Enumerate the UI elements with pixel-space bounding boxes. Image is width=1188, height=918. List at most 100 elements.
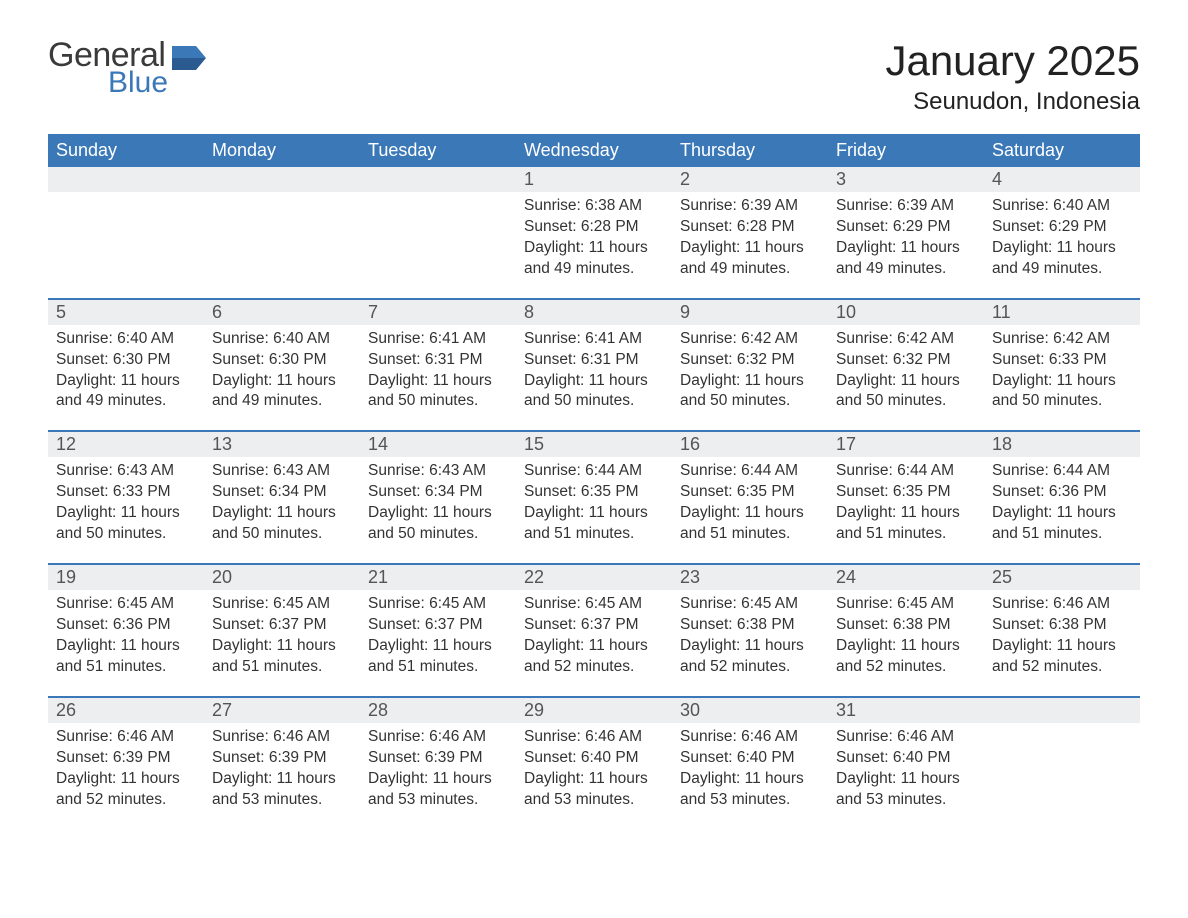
day-cell: Sunrise: 6:46 AMSunset: 6:40 PMDaylight:… <box>516 723 672 829</box>
sunset-text: Sunset: 6:29 PM <box>992 217 1132 238</box>
day-number: 10 <box>828 299 984 325</box>
day-cell: Sunrise: 6:44 AMSunset: 6:35 PMDaylight:… <box>828 457 984 564</box>
day-number: 30 <box>672 697 828 723</box>
day-number: 26 <box>48 697 204 723</box>
sunrise-text: Sunrise: 6:45 AM <box>524 594 664 615</box>
day-number: 11 <box>984 299 1140 325</box>
day-cell: Sunrise: 6:46 AMSunset: 6:39 PMDaylight:… <box>360 723 516 829</box>
day-cell: Sunrise: 6:44 AMSunset: 6:36 PMDaylight:… <box>984 457 1140 564</box>
day-cell: Sunrise: 6:46 AMSunset: 6:40 PMDaylight:… <box>672 723 828 829</box>
sunset-text: Sunset: 6:35 PM <box>836 482 976 503</box>
empty-cell <box>204 192 360 299</box>
sunset-text: Sunset: 6:28 PM <box>524 217 664 238</box>
daylight-text: Daylight: 11 hours and 52 minutes. <box>836 636 976 678</box>
daylight-text: Daylight: 11 hours and 49 minutes. <box>992 238 1132 280</box>
sunrise-text: Sunrise: 6:43 AM <box>56 461 196 482</box>
sunset-text: Sunset: 6:40 PM <box>524 748 664 769</box>
day-number-row: 262728293031 <box>48 697 1140 723</box>
daylight-text: Daylight: 11 hours and 51 minutes. <box>56 636 196 678</box>
day-number: 16 <box>672 431 828 457</box>
day-number-row: 1234 <box>48 167 1140 192</box>
daylight-text: Daylight: 11 hours and 49 minutes. <box>836 238 976 280</box>
sunrise-text: Sunrise: 6:40 AM <box>212 329 352 350</box>
day-content-row: Sunrise: 6:43 AMSunset: 6:33 PMDaylight:… <box>48 457 1140 564</box>
day-number: 31 <box>828 697 984 723</box>
day-cell: Sunrise: 6:42 AMSunset: 6:32 PMDaylight:… <box>828 325 984 432</box>
day-number: 23 <box>672 564 828 590</box>
day-cell: Sunrise: 6:38 AMSunset: 6:28 PMDaylight:… <box>516 192 672 299</box>
sunrise-text: Sunrise: 6:41 AM <box>368 329 508 350</box>
daylight-text: Daylight: 11 hours and 53 minutes. <box>836 769 976 811</box>
day-number: 9 <box>672 299 828 325</box>
sunset-text: Sunset: 6:33 PM <box>992 350 1132 371</box>
daylight-text: Daylight: 11 hours and 51 minutes. <box>836 503 976 545</box>
day-number: 29 <box>516 697 672 723</box>
day-number-row: 567891011 <box>48 299 1140 325</box>
sunrise-text: Sunrise: 6:45 AM <box>56 594 196 615</box>
sunset-text: Sunset: 6:35 PM <box>680 482 820 503</box>
sunrise-text: Sunrise: 6:44 AM <box>992 461 1132 482</box>
day-cell: Sunrise: 6:46 AMSunset: 6:39 PMDaylight:… <box>204 723 360 829</box>
day-number: 22 <box>516 564 672 590</box>
weekday-header: Sunday <box>48 134 204 167</box>
sunrise-text: Sunrise: 6:46 AM <box>212 727 352 748</box>
daylight-text: Daylight: 11 hours and 51 minutes. <box>212 636 352 678</box>
daylight-text: Daylight: 11 hours and 51 minutes. <box>992 503 1132 545</box>
day-cell: Sunrise: 6:45 AMSunset: 6:36 PMDaylight:… <box>48 590 204 697</box>
empty-cell <box>984 697 1140 723</box>
sunrise-text: Sunrise: 6:40 AM <box>992 196 1132 217</box>
weekday-header: Saturday <box>984 134 1140 167</box>
daylight-text: Daylight: 11 hours and 52 minutes. <box>680 636 820 678</box>
daylight-text: Daylight: 11 hours and 50 minutes. <box>212 503 352 545</box>
sunset-text: Sunset: 6:31 PM <box>524 350 664 371</box>
sunrise-text: Sunrise: 6:39 AM <box>836 196 976 217</box>
day-cell: Sunrise: 6:40 AMSunset: 6:29 PMDaylight:… <box>984 192 1140 299</box>
sunrise-text: Sunrise: 6:39 AM <box>680 196 820 217</box>
day-cell: Sunrise: 6:45 AMSunset: 6:37 PMDaylight:… <box>204 590 360 697</box>
sunset-text: Sunset: 6:40 PM <box>680 748 820 769</box>
sunset-text: Sunset: 6:33 PM <box>56 482 196 503</box>
sunrise-text: Sunrise: 6:45 AM <box>680 594 820 615</box>
day-number: 25 <box>984 564 1140 590</box>
day-number: 3 <box>828 167 984 192</box>
empty-cell <box>204 167 360 192</box>
daylight-text: Daylight: 11 hours and 53 minutes. <box>368 769 508 811</box>
sunrise-text: Sunrise: 6:41 AM <box>524 329 664 350</box>
page-title: January 2025 <box>885 40 1140 82</box>
day-content-row: Sunrise: 6:38 AMSunset: 6:28 PMDaylight:… <box>48 192 1140 299</box>
day-cell: Sunrise: 6:39 AMSunset: 6:28 PMDaylight:… <box>672 192 828 299</box>
day-number: 1 <box>516 167 672 192</box>
header: General Blue January 2025 Seunudon, Indo… <box>48 40 1140 116</box>
location: Seunudon, Indonesia <box>885 88 1140 116</box>
day-number: 12 <box>48 431 204 457</box>
sunset-text: Sunset: 6:38 PM <box>836 615 976 636</box>
weekday-header: Tuesday <box>360 134 516 167</box>
day-number: 14 <box>360 431 516 457</box>
sunset-text: Sunset: 6:31 PM <box>368 350 508 371</box>
day-cell: Sunrise: 6:43 AMSunset: 6:33 PMDaylight:… <box>48 457 204 564</box>
sunrise-text: Sunrise: 6:46 AM <box>56 727 196 748</box>
sunrise-text: Sunrise: 6:43 AM <box>212 461 352 482</box>
day-cell: Sunrise: 6:41 AMSunset: 6:31 PMDaylight:… <box>516 325 672 432</box>
daylight-text: Daylight: 11 hours and 53 minutes. <box>524 769 664 811</box>
weekday-header: Monday <box>204 134 360 167</box>
daylight-text: Daylight: 11 hours and 49 minutes. <box>212 371 352 413</box>
sunset-text: Sunset: 6:40 PM <box>836 748 976 769</box>
sunset-text: Sunset: 6:36 PM <box>992 482 1132 503</box>
day-cell: Sunrise: 6:42 AMSunset: 6:32 PMDaylight:… <box>672 325 828 432</box>
day-cell: Sunrise: 6:45 AMSunset: 6:38 PMDaylight:… <box>828 590 984 697</box>
empty-cell <box>360 167 516 192</box>
sunset-text: Sunset: 6:30 PM <box>56 350 196 371</box>
daylight-text: Daylight: 11 hours and 53 minutes. <box>212 769 352 811</box>
day-cell: Sunrise: 6:40 AMSunset: 6:30 PMDaylight:… <box>204 325 360 432</box>
sunrise-text: Sunrise: 6:46 AM <box>680 727 820 748</box>
day-content-row: Sunrise: 6:45 AMSunset: 6:36 PMDaylight:… <box>48 590 1140 697</box>
sunrise-text: Sunrise: 6:44 AM <box>836 461 976 482</box>
sunset-text: Sunset: 6:35 PM <box>524 482 664 503</box>
sunrise-text: Sunrise: 6:46 AM <box>368 727 508 748</box>
day-number: 21 <box>360 564 516 590</box>
sunset-text: Sunset: 6:37 PM <box>524 615 664 636</box>
daylight-text: Daylight: 11 hours and 51 minutes. <box>680 503 820 545</box>
daylight-text: Daylight: 11 hours and 49 minutes. <box>680 238 820 280</box>
daylight-text: Daylight: 11 hours and 51 minutes. <box>368 636 508 678</box>
